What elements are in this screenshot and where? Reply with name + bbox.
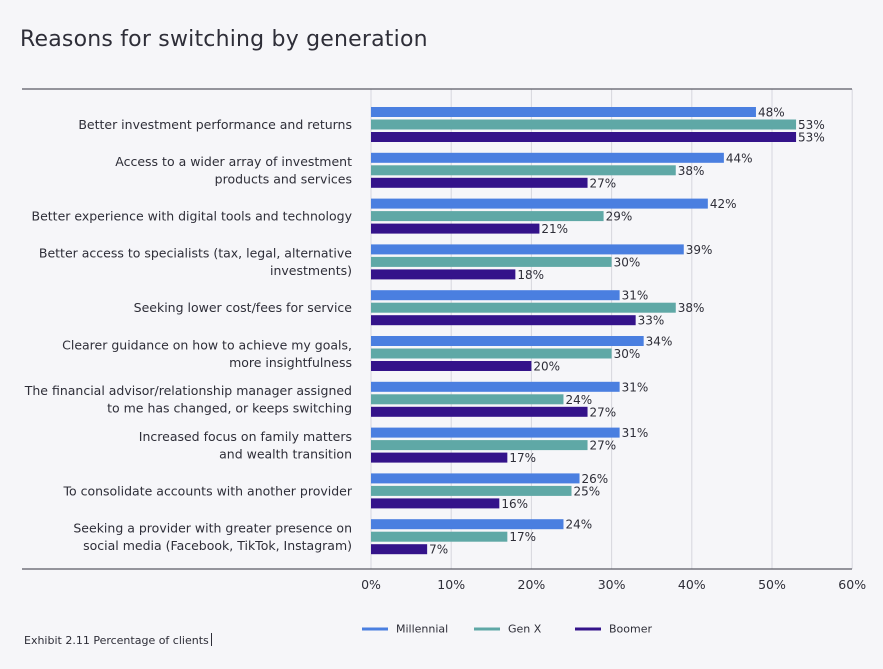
chart-frame	[22, 88, 852, 570]
category-label: Seeking a provider with greater presence…	[73, 520, 352, 553]
bar-boomer	[371, 315, 636, 326]
legend-label: Gen X	[508, 623, 542, 636]
data-label: 31%	[622, 289, 649, 303]
bar-millennial	[371, 336, 644, 346]
bar-gen-x	[371, 302, 676, 313]
category-label: Better investment performance and return…	[78, 117, 352, 132]
bar-boomer	[371, 177, 588, 188]
data-label: 38%	[678, 301, 705, 315]
data-label: 16%	[501, 497, 528, 511]
bar-boomer	[371, 132, 797, 142]
data-label: 30%	[614, 255, 641, 269]
bar-gen-x	[371, 440, 588, 451]
bar-millennial	[371, 198, 708, 209]
data-label: 17%	[509, 451, 536, 465]
data-label: 20%	[533, 360, 560, 374]
bar-millennial	[371, 427, 620, 438]
data-label: 25%	[574, 484, 601, 498]
data-label: 27%	[590, 439, 617, 453]
bar-gen-x	[371, 119, 797, 130]
bar-millennial	[371, 381, 620, 392]
category-label: Better access to specialists (tax, legal…	[39, 246, 352, 279]
data-label: 27%	[590, 405, 617, 419]
x-tick-label: 20%	[518, 577, 546, 592]
data-label: 29%	[606, 210, 633, 224]
data-label: 38%	[678, 164, 705, 178]
category-label: Increased focus on family matters and wea…	[139, 429, 352, 462]
chart-title: Reasons for switching by generation	[20, 27, 428, 52]
bar-gen-x	[371, 394, 564, 405]
bar-boomer	[371, 544, 428, 555]
bar-boomer	[371, 498, 500, 509]
legend: Millennial Gen X Boomer	[362, 623, 652, 636]
data-label: 31%	[622, 426, 649, 440]
data-label: 53%	[798, 118, 825, 132]
data-label: 31%	[622, 380, 649, 394]
category-label: To consolidate accounts with another pro…	[62, 483, 352, 498]
data-label: 53%	[798, 131, 825, 145]
bar-gen-x	[371, 165, 676, 176]
footnote: Exhibit 2.11 Percentage of clients	[24, 633, 212, 647]
category-label: Seeking lower cost/fees for service	[134, 300, 353, 315]
category-label: The financial advisor/relationship manag…	[24, 383, 352, 416]
legend-label: Millennial	[396, 623, 448, 636]
bar-gen-x	[371, 256, 612, 267]
category-label: Access to a wider array of investment pro…	[115, 154, 352, 187]
data-label: 26%	[582, 472, 609, 486]
bar-millennial	[371, 473, 580, 484]
category-label: Better experience with digital tools and…	[32, 209, 353, 224]
data-label: 30%	[614, 347, 641, 361]
data-label: 33%	[638, 314, 665, 328]
bar-millennial	[371, 519, 564, 530]
bar-millennial	[371, 107, 756, 117]
bar-millennial	[371, 290, 620, 301]
data-label: 34%	[646, 335, 673, 349]
x-tick-label: 60%	[838, 577, 866, 592]
bar-boomer	[371, 269, 516, 280]
category-labels: Better investment performance and return…	[24, 117, 353, 553]
bars	[371, 107, 797, 555]
data-label: 48%	[758, 106, 785, 120]
category-label: Clearer guidance on how to achieve my go…	[62, 337, 352, 370]
x-axis-ticks: 0% 10% 20% 30% 40% 50% 60%	[361, 577, 866, 592]
data-label: 18%	[517, 268, 544, 282]
x-tick-label: 30%	[598, 577, 626, 592]
bar-gen-x	[371, 531, 508, 542]
data-label: 17%	[509, 530, 536, 544]
data-label: 39%	[686, 243, 713, 257]
x-tick-label: 40%	[678, 577, 706, 592]
data-label: 44%	[726, 151, 753, 165]
bar-millennial	[371, 244, 684, 255]
bar-gen-x	[371, 348, 612, 359]
bar-millennial	[371, 152, 724, 163]
data-label: 24%	[565, 518, 592, 532]
bar-boomer	[371, 406, 588, 417]
bar-boomer	[371, 452, 508, 463]
x-tick-label: 0%	[361, 577, 381, 592]
x-tick-label: 50%	[758, 577, 786, 592]
x-tick-label: 10%	[437, 577, 465, 592]
data-label: 27%	[590, 176, 617, 190]
bar-gen-x	[371, 211, 604, 222]
data-label: 42%	[710, 197, 737, 211]
legend-label: Boomer	[609, 623, 652, 636]
value-labels: 48% 53%53% 44% 38% 27% 42% 29% 21% 39% 30% 18% 31% 3…	[429, 106, 825, 557]
data-label: 21%	[541, 222, 568, 236]
data-label: 7%	[429, 543, 448, 557]
bar-boomer	[371, 361, 532, 371]
bar-boomer	[371, 223, 540, 234]
bar-gen-x	[371, 485, 572, 496]
data-label: 24%	[565, 393, 592, 407]
